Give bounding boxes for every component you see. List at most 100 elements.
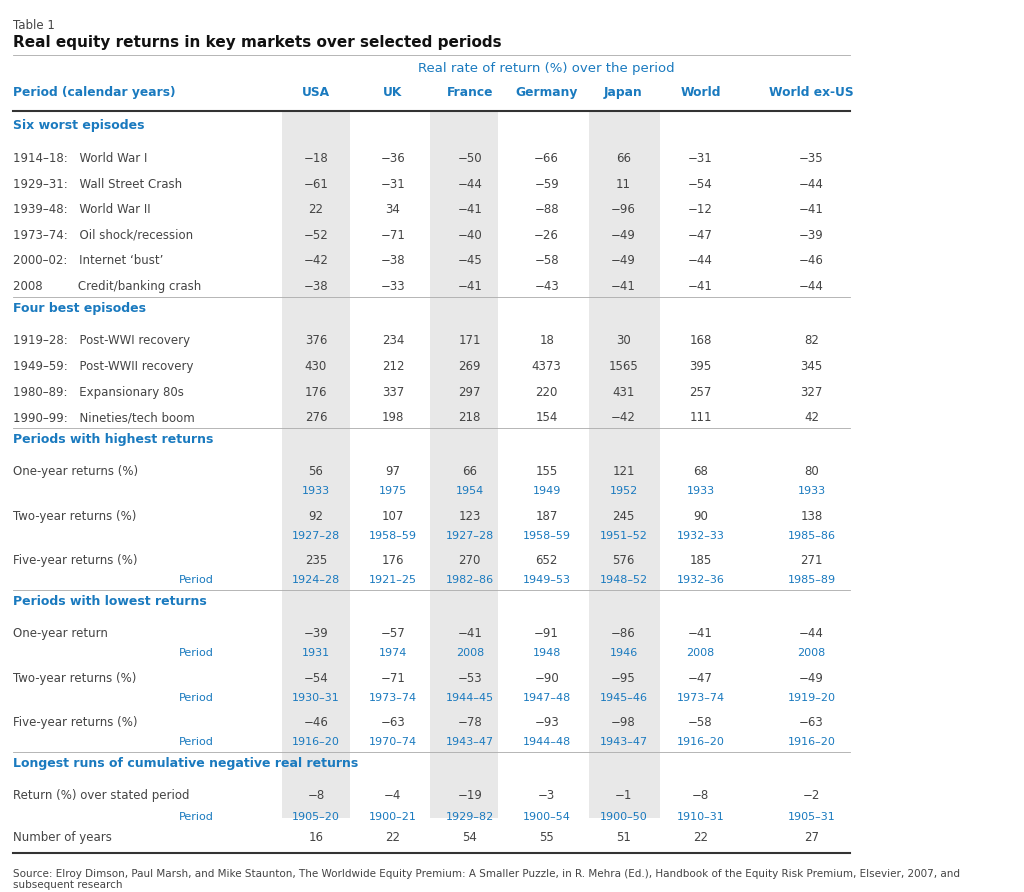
Text: −40: −40 [458, 228, 482, 242]
Text: −18: −18 [304, 152, 329, 165]
Text: −12: −12 [688, 203, 713, 216]
Text: Period (calendar years): Period (calendar years) [12, 87, 175, 99]
Text: 1947–48: 1947–48 [522, 692, 570, 703]
Text: 2008   Credit/banking crash: 2008 Credit/banking crash [12, 280, 201, 293]
Text: 1949–59: Post-WWII recovery: 1949–59: Post-WWII recovery [12, 360, 194, 373]
Text: 1916–20: 1916–20 [292, 737, 340, 747]
Text: −41: −41 [799, 203, 824, 216]
Text: 2008: 2008 [798, 648, 825, 658]
Text: 82: 82 [804, 334, 819, 347]
Text: 1924–28: 1924–28 [292, 575, 340, 585]
Text: −52: −52 [304, 228, 329, 242]
Text: −41: −41 [688, 627, 713, 640]
Text: 345: 345 [801, 360, 822, 373]
Text: 11: 11 [616, 178, 631, 191]
Text: 1933: 1933 [302, 486, 330, 496]
Text: Periods with lowest returns: Periods with lowest returns [12, 595, 207, 608]
Text: 1952: 1952 [609, 486, 638, 496]
Text: 30: 30 [616, 334, 631, 347]
Text: 123: 123 [459, 509, 481, 523]
Text: −54: −54 [688, 178, 713, 191]
Text: −42: −42 [611, 411, 636, 424]
Text: 1944–45: 1944–45 [445, 692, 494, 703]
Text: −66: −66 [535, 152, 559, 165]
Text: −1: −1 [614, 789, 632, 802]
Text: Period: Period [178, 648, 213, 658]
Text: −41: −41 [458, 280, 482, 293]
Text: −26: −26 [535, 228, 559, 242]
Text: 185: 185 [689, 554, 712, 567]
Text: −31: −31 [381, 178, 406, 191]
Text: −41: −41 [458, 203, 482, 216]
Text: 1946: 1946 [609, 648, 638, 658]
Text: −43: −43 [535, 280, 559, 293]
Text: 1905–20: 1905–20 [292, 812, 340, 822]
Text: 1943–47: 1943–47 [599, 737, 647, 747]
Text: 176: 176 [382, 554, 404, 567]
Text: 1951–52: 1951–52 [600, 531, 647, 541]
Text: 1927–28: 1927–28 [292, 531, 340, 541]
Text: 66: 66 [616, 152, 631, 165]
Text: 1933: 1933 [798, 486, 825, 496]
Text: 56: 56 [308, 466, 324, 478]
Bar [590, 111, 660, 818]
Bar [430, 111, 498, 818]
Text: 22: 22 [385, 831, 400, 845]
Text: 257: 257 [689, 385, 712, 399]
Text: 1949–53: 1949–53 [522, 575, 570, 585]
Text: 107: 107 [382, 509, 404, 523]
Text: −59: −59 [535, 178, 559, 191]
Text: −91: −91 [535, 627, 559, 640]
Text: 22: 22 [693, 831, 708, 845]
Text: 1990–99: Nineties/tech boom: 1990–99: Nineties/tech boom [12, 411, 195, 424]
Text: −44: −44 [458, 178, 482, 191]
Text: 337: 337 [382, 385, 404, 399]
Text: −90: −90 [535, 672, 559, 684]
Text: 327: 327 [801, 385, 822, 399]
Text: 92: 92 [308, 509, 324, 523]
Text: World: World [680, 87, 721, 99]
Text: 212: 212 [382, 360, 404, 373]
Text: 154: 154 [536, 411, 558, 424]
Text: 269: 269 [459, 360, 481, 373]
Text: 1943–47: 1943–47 [445, 737, 494, 747]
Text: −41: −41 [688, 280, 713, 293]
Text: −63: −63 [381, 716, 406, 729]
Text: −19: −19 [458, 789, 482, 802]
Text: −49: −49 [799, 672, 824, 684]
Text: −88: −88 [535, 203, 559, 216]
Text: 1930–31: 1930–31 [292, 692, 340, 703]
Text: 176: 176 [305, 385, 328, 399]
Text: 218: 218 [459, 411, 481, 424]
Text: 16: 16 [308, 831, 324, 845]
Text: 220: 220 [536, 385, 558, 399]
Text: 68: 68 [693, 466, 708, 478]
Text: 1927–28: 1927–28 [445, 531, 494, 541]
Text: 1932–36: 1932–36 [677, 575, 724, 585]
Text: 22: 22 [308, 203, 324, 216]
Text: 1973–74: Oil shock/recession: 1973–74: Oil shock/recession [12, 228, 193, 242]
Text: 376: 376 [305, 334, 328, 347]
Text: 54: 54 [463, 831, 477, 845]
Text: −98: −98 [611, 716, 636, 729]
Text: 1948: 1948 [532, 648, 561, 658]
Text: −42: −42 [303, 254, 329, 268]
Text: 171: 171 [459, 334, 481, 347]
Text: 1973–74: 1973–74 [677, 692, 725, 703]
Text: 652: 652 [536, 554, 558, 567]
Text: Two-year returns (%): Two-year returns (%) [12, 509, 136, 523]
Text: 198: 198 [382, 411, 404, 424]
Text: 1974: 1974 [379, 648, 408, 658]
Text: 1948–52: 1948–52 [599, 575, 647, 585]
Text: 66: 66 [462, 466, 477, 478]
Text: 1565: 1565 [608, 360, 638, 373]
Text: Period: Period [178, 692, 213, 703]
Text: 34: 34 [385, 203, 400, 216]
Text: 1929–82: 1929–82 [445, 812, 494, 822]
Text: 297: 297 [459, 385, 481, 399]
Text: One-year return: One-year return [12, 627, 108, 640]
Text: 18: 18 [540, 334, 554, 347]
Text: −35: −35 [799, 152, 824, 165]
Text: UK: UK [383, 87, 402, 99]
Text: 2008: 2008 [686, 648, 715, 658]
